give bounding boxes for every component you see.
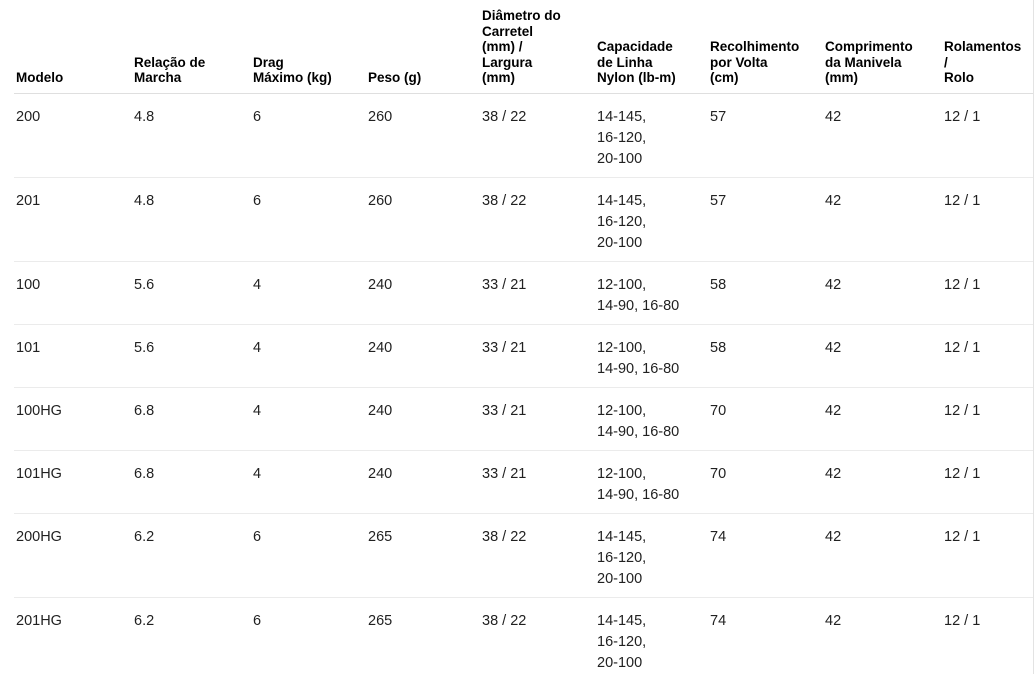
cell-recolhimento-por-volta: 58 [708,261,823,325]
cell-peso: 265 [366,513,480,598]
table-row: 200 4.8 6 260 38 / 22 14-145, 16-120, 20… [14,93,1033,178]
cell-relacao-de-marcha: 5.6 [132,261,251,325]
cell-modelo: 200HG [14,513,132,598]
cell-rolamentos-rolo: 12 / 1 [944,612,981,629]
cell-peso: 240 [366,261,480,325]
cell-modelo: 201HG [16,612,62,629]
column-header-recolhimento-por-volta: Recolhimento por Volta (cm) [708,0,823,94]
cell-recolhimento-por-volta: 58 [708,324,823,388]
cell-peso: 240 [366,450,480,514]
column-header-relacao-de-marcha: Relação de Marcha [132,0,251,94]
cell-modelo: 101 [14,324,132,388]
cell-drag-maximo: 4 [251,450,366,514]
cell-drag-maximo: 4 [251,261,366,325]
cell-drag-maximo: 6 [251,93,366,178]
cell-diametro-carretel-largura: 33 / 21 [480,261,595,325]
cell-diametro-carretel-largura: 38 / 22 [480,93,595,178]
cell-diametro-carretel-largura: 33 / 21 [480,387,595,451]
cell-drag-maximo: 4 [251,387,366,451]
cell-rolamentos-rolo: 12 / 1 [942,324,1033,388]
column-header-capacidade-linha-nylon: Capacidade de Linha Nylon (lb-m) [595,0,708,94]
cell-diametro-carretel-largura: 38 / 22 [482,612,527,629]
cell-rolamentos-rolo: 12 / 1 [942,387,1033,451]
cell-comprimento-manivela: 42 [823,324,942,388]
cell-peso: 260 [366,93,480,178]
cell-diametro-carretel-largura: 38 / 22 [480,177,595,262]
cell-comprimento-manivela: 42 [823,387,942,451]
cell-peso: 240 [366,387,480,451]
cell-diametro-carretel-largura: 38 / 22 [480,513,595,598]
cell-peso: 260 [366,177,480,262]
cell-modelo: 200 [14,93,132,178]
column-header-modelo: Modelo [14,0,132,94]
cell-comprimento-manivela: 42 [823,513,942,598]
cell-modelo: 100HG [14,387,132,451]
cell-recolhimento-por-volta: 70 [708,450,823,514]
table-row: 201 4.8 6 260 38 / 22 14-145, 16-120, 20… [14,177,1033,262]
reel-spec-table: Modelo Relação de Marcha Drag Máximo (kg… [14,0,1033,674]
cell-comprimento-manivela: 42 [825,612,842,629]
cell-recolhimento-por-volta: 57 [708,177,823,262]
cell-drag-maximo: 6 [251,177,366,262]
header-row: Modelo Relação de Marcha Drag Máximo (kg… [14,0,1033,94]
cell-peso: 265 [368,612,393,629]
table-row: 200HG 6.2 6 265 38 / 22 14-145, 16-120, … [14,513,1033,598]
cell-rolamentos-rolo: 12 / 1 [942,93,1033,178]
cell-diametro-carretel-largura: 33 / 21 [480,324,595,388]
cell-comprimento-manivela: 42 [823,93,942,178]
cell-rolamentos-rolo: 12 / 1 [942,177,1033,262]
cell-modelo: 101HG [14,450,132,514]
cell-comprimento-manivela: 42 [823,261,942,325]
cell-recolhimento-por-volta: 74 [708,513,823,598]
cell-modelo: 100 [14,261,132,325]
cell-capacidade-linha-nylon: 12-100, 14-90, 16-80 [595,450,708,514]
cell-relacao-de-marcha: 4.8 [132,177,251,262]
cell-modelo: 201 [14,177,132,262]
column-header-comprimento-manivela: Comprimento da Manivela (mm) [823,0,942,94]
cell-diametro-carretel-largura: 33 / 21 [480,450,595,514]
cell-recolhimento-por-volta: 74 [710,612,727,629]
cell-capacidade-linha-nylon: 14-145, 16-120, 20-100 [595,177,708,262]
cell-relacao-de-marcha: 6.8 [132,450,251,514]
cell-comprimento-manivela: 42 [823,450,942,514]
cell-relacao-de-marcha: 5.6 [132,324,251,388]
cell-drag-maximo: 6 [253,612,262,629]
column-header-drag-maximo: Drag Máximo (kg) [251,0,366,94]
column-header-rolamentos-rolo: Rolamentos / Rolo [942,0,1033,94]
cell-recolhimento-por-volta: 70 [708,387,823,451]
table-row: 100HG 6.8 4 240 33 / 21 12-100, 14-90, 1… [14,387,1033,451]
cell-rolamentos-rolo: 12 / 1 [942,513,1033,598]
cell-relacao-de-marcha: 6.2 [132,513,251,598]
cell-recolhimento-por-volta: 57 [708,93,823,178]
cell-relacao-de-marcha: 4.8 [132,93,251,178]
cell-relacao-de-marcha: 6.8 [132,387,251,451]
cell-relacao-de-marcha: 6.2 [134,612,155,629]
cell-rolamentos-rolo: 12 / 1 [942,261,1033,325]
cell-drag-maximo: 6 [251,513,366,598]
cell-capacidade-linha-nylon: 14-145, 16-120, 20-100 [595,93,708,178]
table-row: 101HG 6.8 4 240 33 / 21 12-100, 14-90, 1… [14,450,1033,514]
table-row: 201HG 6.2 6 265 38 / 22 14-145, 16-120, … [14,597,1033,674]
table-row: 100 5.6 4 240 33 / 21 12-100, 14-90, 16-… [14,261,1033,325]
cell-capacidade-linha-nylon: 14-145, 16-120, 20-100 [597,612,647,671]
cell-drag-maximo: 4 [251,324,366,388]
cell-rolamentos-rolo: 12 / 1 [942,450,1033,514]
cell-capacidade-linha-nylon: 14-145, 16-120, 20-100 [595,513,708,598]
cell-comprimento-manivela: 42 [823,177,942,262]
cell-peso: 240 [366,324,480,388]
column-header-diametro-carretel-largura: Diâmetro do Carretel (mm) / Largura (mm) [480,0,595,94]
table-row: 101 5.6 4 240 33 / 21 12-100, 14-90, 16-… [14,324,1033,388]
cell-capacidade-linha-nylon: 12-100, 14-90, 16-80 [595,324,708,388]
cell-capacidade-linha-nylon: 12-100, 14-90, 16-80 [595,387,708,451]
cell-capacidade-linha-nylon: 12-100, 14-90, 16-80 [595,261,708,325]
column-header-peso: Peso (g) [366,0,480,94]
